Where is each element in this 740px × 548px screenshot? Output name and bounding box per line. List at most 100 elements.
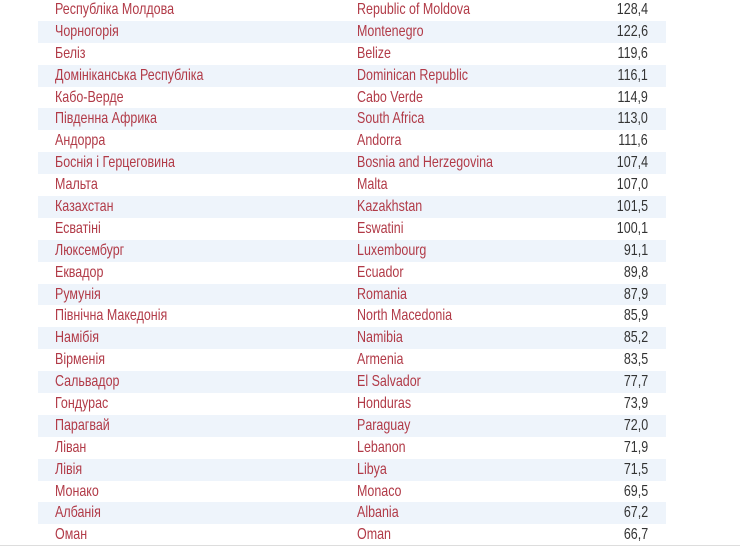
table-row: Боснія і Герцеговина Bosnia and Herzegov… — [38, 152, 666, 175]
table-row: Сальвадор El Salvador 77,7 — [38, 371, 666, 394]
country-name-ua: Румунія — [55, 285, 101, 303]
country-name-ua: Республіка Молдова — [55, 1, 175, 18]
country-name-en: El Salvador — [357, 373, 421, 391]
value: 122,6 — [616, 22, 648, 40]
value: 91,1 — [623, 241, 648, 259]
table-row: Гондурас Honduras 73,9 — [38, 393, 666, 415]
country-name-en: Montenegro — [357, 22, 424, 40]
value: 107,4 — [616, 154, 648, 172]
value: 89,8 — [623, 263, 648, 281]
value: 66,7 — [623, 526, 648, 544]
country-name-ua: Вірменія — [55, 351, 105, 369]
value: 107,0 — [616, 176, 648, 194]
table-row: Вірменія Armenia 83,5 — [38, 349, 666, 371]
country-name-en: Libya — [357, 460, 387, 478]
value: 67,2 — [623, 504, 648, 522]
table-row: Домініканська Республіка Dominican Repub… — [38, 64, 666, 87]
table-row: Еквадор Ecuador 89,8 — [38, 262, 666, 284]
country-name-en: Honduras — [357, 395, 412, 413]
country-name-ua: Андорра — [55, 132, 106, 150]
table-row: Люксембург Luxembourg 91,1 — [38, 239, 666, 262]
country-name-en: Cabo Verde — [357, 88, 423, 106]
table-row: Кабо-Верде Cabo Verde 114,9 — [38, 87, 666, 109]
value: 69,5 — [623, 482, 648, 500]
value: 85,9 — [623, 307, 648, 325]
table-row: Республіка Молдова Republic of Moldova 1… — [38, 0, 666, 21]
country-name-ua: Намібія — [55, 329, 99, 347]
value: 100,1 — [616, 219, 648, 237]
table-row: Есватіні Eswatini 100,1 — [38, 218, 666, 240]
value: 101,5 — [616, 198, 648, 216]
country-name-en: Bosnia and Herzegovina — [357, 154, 493, 172]
country-name-en: Monaco — [357, 482, 402, 500]
value: 73,9 — [623, 395, 648, 413]
country-name-en: Republic of Moldova — [357, 1, 471, 18]
country-name-en: Eswatini — [357, 219, 404, 237]
country-name-ua: Північна Македонія — [55, 307, 168, 325]
country-name-ua: Ліван — [55, 438, 87, 456]
country-name-ua: Чорногорія — [55, 22, 119, 40]
country-name-ua: Монако — [55, 482, 99, 500]
table-row: Монако Monaco 69,5 — [38, 481, 666, 503]
table-row: Казахстан Kazakhstan 101,5 — [38, 196, 666, 218]
table-row: Чорногорія Montenegro 122,6 — [38, 20, 666, 43]
country-name-en: North Macedonia — [357, 307, 453, 325]
country-name-en: Paraguay — [357, 416, 411, 434]
country-name-en: Malta — [357, 176, 388, 194]
country-name-en: Dominican Republic — [357, 66, 468, 84]
table-row: Намібія Namibia 85,2 — [38, 327, 666, 350]
table-row: Парагвай Paraguay 72,0 — [38, 414, 666, 437]
country-name-ua: Беліз — [55, 44, 86, 62]
country-table: Республіка Молдова Republic of Moldova 1… — [38, 0, 666, 546]
table-row: Андорра Andorra 111,6 — [38, 130, 666, 152]
table-row: Північна Македонія North Macedonia 85,9 — [38, 305, 666, 327]
value: 87,9 — [623, 285, 648, 303]
country-name-ua: Есватіні — [55, 219, 101, 237]
table-row: Румунія Romania 87,9 — [38, 283, 666, 306]
country-name-en: Romania — [357, 285, 407, 303]
country-name-ua: Парагвай — [55, 416, 110, 434]
country-name-ua: Лівія — [55, 460, 83, 478]
value: 77,7 — [623, 373, 648, 391]
country-name-ua: Сальвадор — [55, 373, 120, 391]
country-name-en: Oman — [357, 526, 391, 544]
country-name-ua: Люксембург — [55, 241, 125, 259]
country-name-ua: Албанія — [55, 504, 101, 522]
value: 72,0 — [623, 416, 648, 434]
country-name-en: Armenia — [357, 351, 404, 369]
value: 111,6 — [618, 132, 648, 150]
value: 114,9 — [617, 88, 648, 106]
country-name-en: Andorra — [357, 132, 402, 150]
country-name-en: Namibia — [357, 329, 403, 347]
country-name-ua: Казахстан — [55, 198, 114, 216]
table-row: Ліван Lebanon 71,9 — [38, 437, 666, 459]
country-name-en: Ecuador — [357, 263, 404, 281]
divider — [0, 545, 740, 546]
country-name-en: South Africa — [357, 110, 425, 128]
value: 71,5 — [623, 460, 648, 478]
value: 116,1 — [617, 66, 648, 84]
value: 113,0 — [617, 110, 648, 128]
country-name-ua: Оман — [55, 526, 88, 544]
country-name-en: Albania — [357, 504, 399, 522]
value: 71,9 — [623, 438, 648, 456]
country-name-ua: Домініканська Республіка — [55, 66, 204, 84]
country-name-ua: Кабо-Верде — [55, 88, 124, 106]
country-name-ua: Боснія і Герцеговина — [55, 154, 175, 172]
value: 128,4 — [616, 1, 648, 18]
country-name-en: Belize — [357, 44, 391, 62]
value: 83,5 — [623, 351, 648, 369]
table-row: Лівія Libya 71,5 — [38, 458, 666, 481]
table-row: Оман Oman 66,7 — [38, 524, 666, 546]
table-row: Албанія Albania 67,2 — [38, 502, 666, 525]
country-name-ua: Гондурас — [55, 395, 109, 413]
country-name-ua: Південна Африка — [55, 110, 157, 128]
table-row: Мальта Malta 107,0 — [38, 174, 666, 196]
table-row: Південна Африка South Africa 113,0 — [38, 108, 666, 131]
country-name-en: Kazakhstan — [357, 198, 423, 216]
value: 119,6 — [617, 44, 648, 62]
table-row: Беліз Belize 119,6 — [38, 43, 666, 65]
value: 85,2 — [623, 329, 648, 347]
country-name-ua: Еквадор — [55, 263, 104, 281]
country-name-en: Lebanon — [357, 438, 406, 456]
